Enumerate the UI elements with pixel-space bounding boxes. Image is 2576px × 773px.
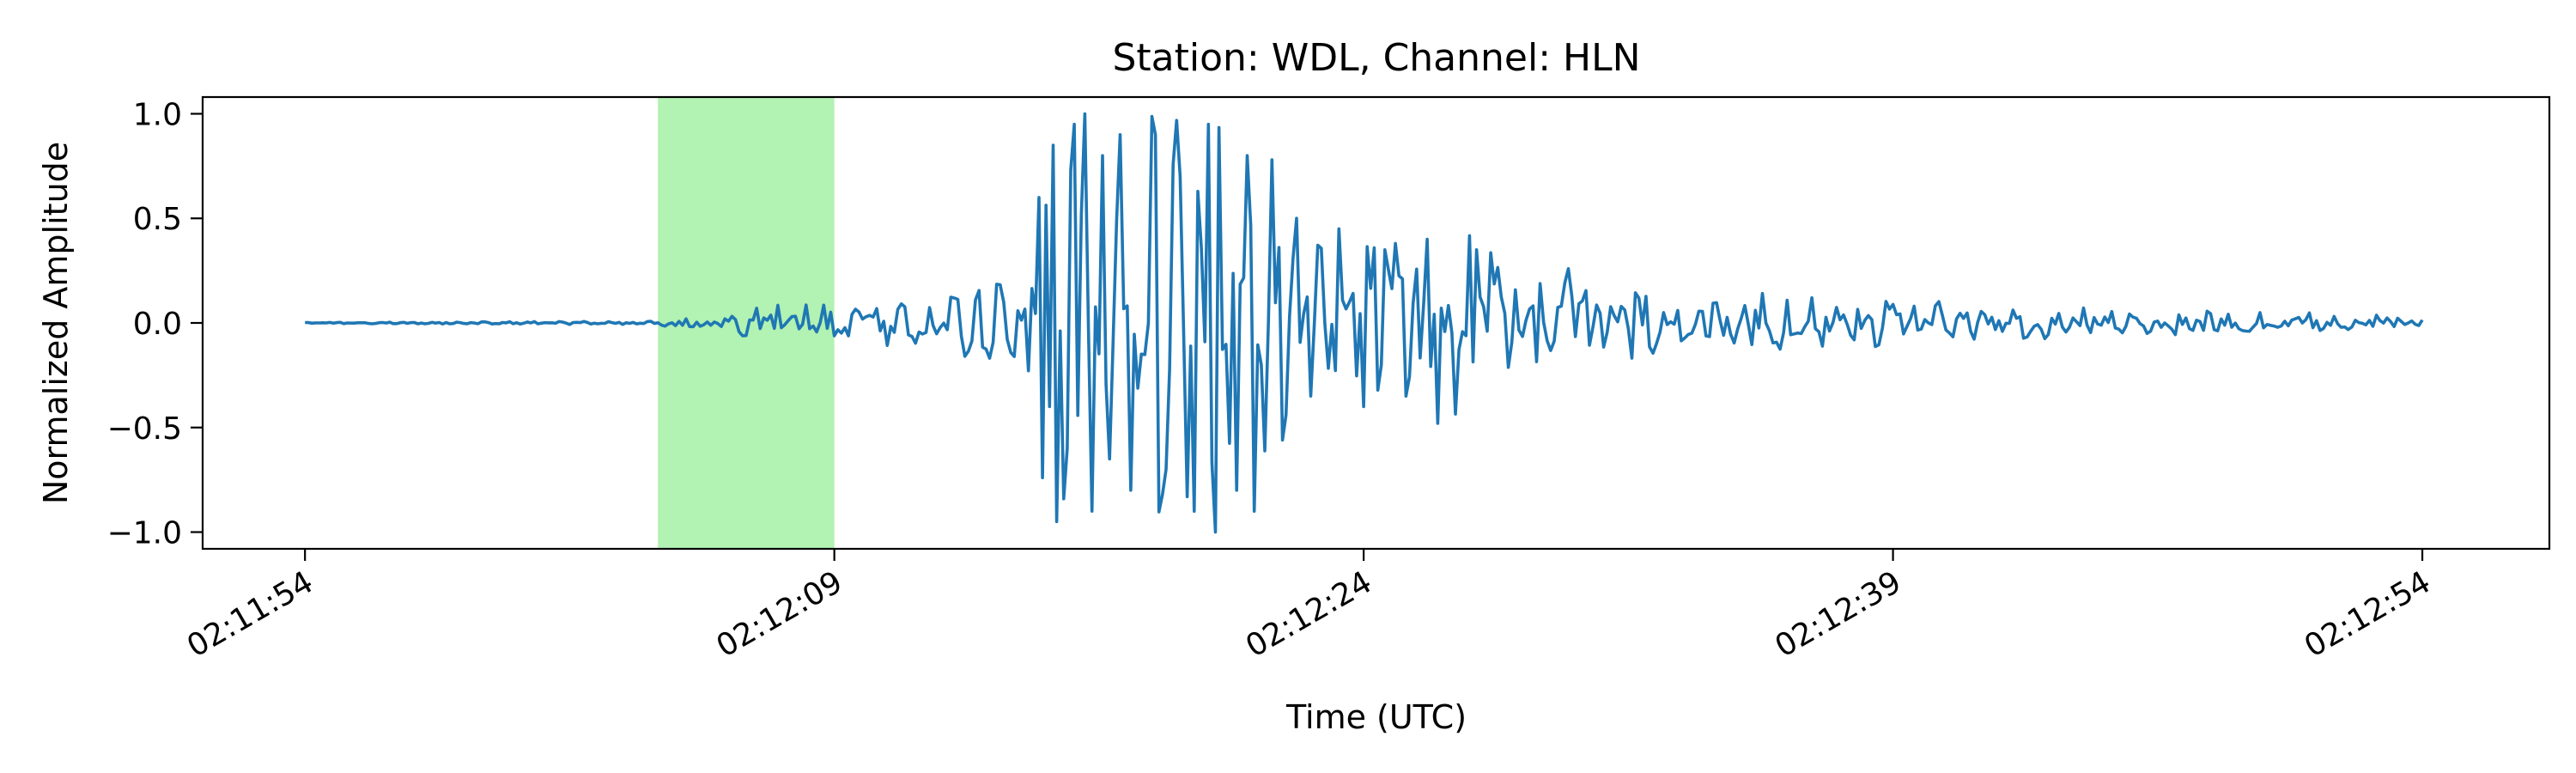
y-tick-label: 0.5 <box>133 202 182 237</box>
y-tick-label: 0.0 <box>133 307 182 342</box>
chart-title: Station: WDL, Channel: HLN <box>1112 36 1640 80</box>
waveform-line <box>305 112 2424 534</box>
y-axis: 1.0 0.5 0.0 −0.5 −1.0 <box>107 97 203 551</box>
y-axis-label: Normalized Amplitude <box>37 142 75 504</box>
y-tick-label: −1.0 <box>107 516 182 551</box>
y-tick-label: 1.0 <box>133 97 182 132</box>
y-tick-label: −0.5 <box>107 411 182 447</box>
x-axis-label: Time (UTC) <box>1285 698 1467 736</box>
